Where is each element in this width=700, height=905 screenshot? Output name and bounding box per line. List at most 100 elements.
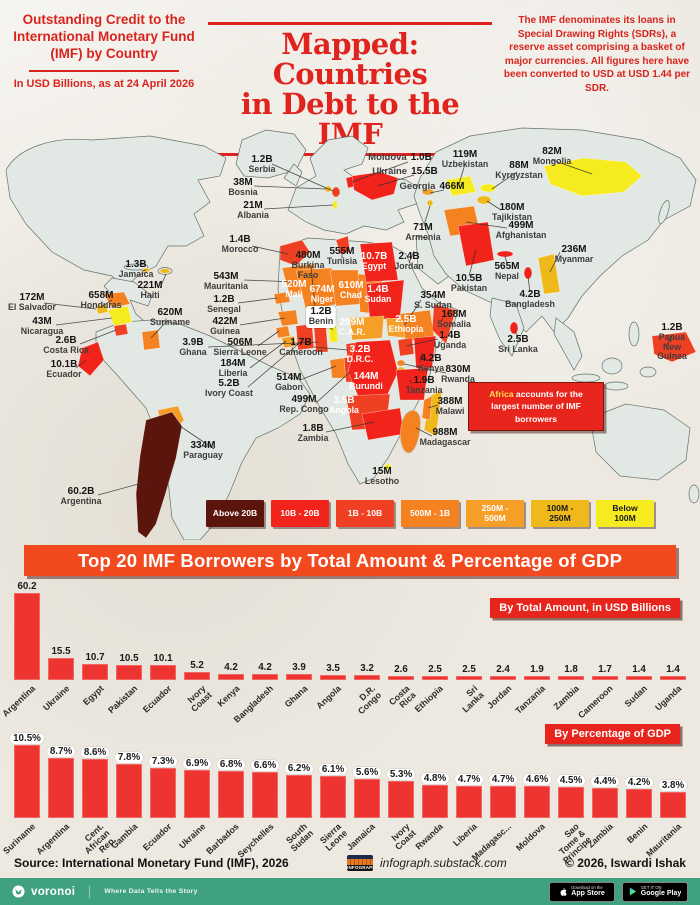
app-store-text: Download on the App Store bbox=[571, 884, 605, 898]
bar-label-kenya: Kenya bbox=[215, 683, 242, 709]
bar-gambia: 7.8% bbox=[114, 752, 144, 818]
chart-gdp-bars: 10.5% 8.7% 8.6% 7.8% 7.3% 6.9% 6.8% 6.6% 6.2% 6.1… bbox=[10, 726, 688, 818]
bar-sudan: 1.4 bbox=[626, 664, 652, 680]
bar-jamaica: 5.6% bbox=[352, 767, 382, 818]
store-badges: Download on the App Store GET IT ON Goog… bbox=[549, 881, 688, 902]
chart-amount-labels: Argentina Ukraine Egypt Pakistan Ecuador Ivor… bbox=[0, 680, 686, 724]
map-label-senegal: 1.2B Senegal bbox=[207, 294, 241, 314]
copyright-text: © 2026, Iswardi Ishak bbox=[565, 856, 686, 870]
map-label-cameroon: 1.7B Cameroon bbox=[279, 337, 323, 357]
bar-moldova: 4.6% bbox=[522, 774, 552, 818]
map-label-ukraine: Ukraine 15.5B bbox=[372, 166, 438, 177]
bar-sierra-leone: 6.1% bbox=[318, 763, 348, 818]
map-label-sudan: 1.4B Sudan bbox=[364, 284, 392, 304]
bar-mauritania: 3.8% bbox=[658, 779, 688, 818]
bar-label-sri-lanka: Sri Lanka bbox=[460, 683, 486, 715]
bar-tanzania: 1.9 bbox=[524, 664, 550, 680]
bar-ecuador: 10.1 bbox=[150, 653, 176, 680]
bar-label-rwanda: Rwanda bbox=[413, 821, 446, 852]
bar-egypt: 10.7 bbox=[82, 652, 108, 680]
bar-label-ivory-coast: Ivory Coast bbox=[184, 683, 214, 715]
voronoi-icon bbox=[12, 885, 25, 898]
bar-label-ukraine: Ukraine bbox=[40, 683, 72, 713]
bar-jordan: 2.4 bbox=[490, 664, 516, 680]
map-label-albania: 21M Albania bbox=[237, 200, 269, 220]
map-label-angola: 3.5B Angola bbox=[329, 395, 359, 415]
map-label-uganda: 1.4B Uganda bbox=[433, 330, 467, 350]
map-label-guinea: 422M Guinea bbox=[210, 316, 240, 336]
legend-below-100m: Below 100M bbox=[596, 500, 654, 527]
bar-label-egypt: Egypt bbox=[80, 683, 106, 708]
bar-label-costa-rica: Costa Rica bbox=[386, 683, 418, 711]
bar-liberia: 4.7% bbox=[454, 773, 484, 818]
source-text: Source: International Monetary Fund (IMF… bbox=[14, 856, 289, 870]
brand-tagline: Where Data Tells the Story bbox=[104, 888, 198, 895]
bar-ecuador: 7.3% bbox=[148, 755, 178, 818]
bar-d-r-congo: 3.2 bbox=[354, 663, 380, 680]
map-label-car: 299M C.A.R. bbox=[338, 317, 366, 337]
chart-amount-badge: By Total Amount, in USD Billions bbox=[490, 598, 680, 618]
map-label-rwanda: 830M Rwanda bbox=[441, 364, 475, 384]
map-label-moldova: Moldova 1.0B bbox=[368, 152, 432, 163]
bar-label-tanzania: Tanzania bbox=[513, 683, 548, 716]
map-label-ghana: 3.9B Ghana bbox=[179, 337, 207, 357]
bar-ukraine: 15.5 bbox=[48, 646, 74, 680]
map-label-zambia: 1.8B Zambia bbox=[297, 423, 329, 443]
bar-label-argentina: Argentina bbox=[0, 683, 38, 719]
map-label-paraguay: 334M Paraguay bbox=[183, 440, 223, 460]
map-label-mali: 520M Mali bbox=[281, 279, 307, 299]
map-label-burundi: 144M Burundi bbox=[349, 371, 383, 391]
bar-costa-rica: 2.6 bbox=[388, 664, 414, 680]
voronoi-brand[interactable]: voronoi Where Data Tells the Story bbox=[12, 885, 198, 898]
bar-zambia: 4.4% bbox=[590, 775, 620, 818]
bar-bangladesh: 4.2 bbox=[252, 662, 278, 680]
section-title-banner: Top 20 IMF Borrowers by Total Amount & P… bbox=[24, 545, 676, 576]
map-label-ivory-coast: 5.2B Ivory Coast bbox=[205, 378, 253, 398]
map-labels: 1.3B Jamaica 221M Haiti 172M El Salvador 658M H… bbox=[0, 120, 700, 540]
map-label-bosnia: 38M Bosnia bbox=[228, 177, 258, 197]
google-play-badge[interactable]: GET IT ON Google Play bbox=[622, 881, 688, 902]
map-label-nicaragua: 43M Nicaragua bbox=[20, 316, 64, 336]
bar-ghana: 3.9 bbox=[286, 662, 312, 680]
bar-label-ghana: Ghana bbox=[282, 683, 310, 710]
header-left: Outstanding Credit to the International … bbox=[8, 12, 200, 91]
legend-100m-250m: 100M - 250M bbox=[531, 500, 589, 527]
bar-label-liberia: Liberia bbox=[451, 821, 480, 849]
bar-label-jordan: Jordan bbox=[484, 683, 514, 711]
bar-barbados: 6.8% bbox=[216, 759, 246, 818]
chart-gdp-badge: By Percentage of GDP bbox=[545, 724, 680, 744]
app-store-badge[interactable]: Download on the App Store bbox=[549, 881, 615, 902]
world-map: 1.3B Jamaica 221M Haiti 172M El Salvador 658M H… bbox=[0, 120, 700, 540]
map-label-mauritania: 543M Mauritania bbox=[204, 271, 248, 291]
left-subtitle: In USD Billions, as at 24 April 2026 bbox=[13, 77, 195, 90]
map-label-niger: 674M Niger bbox=[309, 284, 335, 304]
map-label-tanzania: 1.9B Tanzania bbox=[405, 375, 443, 395]
map-label-el-salvador: 172M El Salvador bbox=[8, 292, 56, 312]
website-link[interactable]: infograph.substack.com bbox=[380, 856, 507, 870]
bar-label-uganda: Uganda bbox=[652, 683, 684, 713]
google-play-text: GET IT ON Google Play bbox=[640, 884, 682, 898]
map-label-burkina: 480M Burkina Faso bbox=[291, 250, 325, 280]
footer: Source: International Monetary Fund (IMF… bbox=[0, 850, 700, 876]
bar-uganda: 1.4 bbox=[660, 664, 686, 680]
bar-benin: 4.2% bbox=[624, 776, 654, 818]
bar-label-sudan: Sudan bbox=[622, 683, 650, 709]
map-label-gabon: 514M Gabon bbox=[275, 372, 303, 392]
map-label-costa-rica: 2.6B Costa Rica bbox=[43, 335, 89, 355]
map-label-ethiopia: 2.5B Ethiopia bbox=[388, 314, 424, 334]
map-label-serbia: 1.2B Serbia bbox=[248, 154, 276, 174]
map-label-suriname: 620M Suriname bbox=[149, 307, 191, 327]
map-label-chad: 610M Chad bbox=[338, 280, 364, 300]
bar-label-d-r-congo: D.R. Congo bbox=[356, 683, 384, 717]
map-label-nepal: 565M Nepal bbox=[494, 261, 520, 281]
map-label-benin: 1.2B Benin bbox=[305, 306, 337, 328]
bar-label-ecuador: Ecuador bbox=[140, 683, 174, 715]
bar-zambia: 1.8 bbox=[558, 664, 584, 680]
apple-icon bbox=[560, 887, 568, 896]
bar-label-gambia: Gambia bbox=[108, 821, 140, 851]
map-label-png: 1.2B Papua New Guinea bbox=[657, 322, 687, 362]
map-label-jordan: 2.4B Jordan bbox=[394, 251, 424, 271]
brand-bar: voronoi Where Data Tells the Story Downl… bbox=[0, 878, 700, 905]
bar-angola: 3.5 bbox=[320, 663, 346, 680]
chart-amount-bars: 60.2 15.5 10.7 10.5 10.1 5.2 4.2 4.2 3.9 3.5 3.2 2.… bbox=[14, 579, 686, 680]
